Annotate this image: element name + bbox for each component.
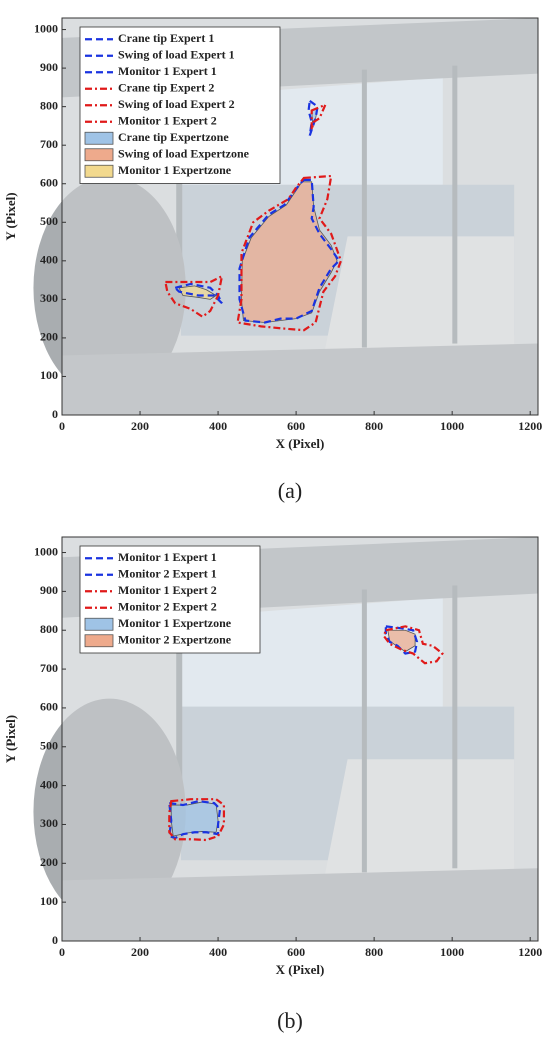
deck [323,236,515,356]
x-tick-label: 0 [59,419,65,433]
y-tick-label: 500 [40,739,58,753]
y-tick-label: 0 [52,933,58,947]
legend-label: Monitor 2 Expert 1 [118,567,217,581]
y-tick-label: 0 [52,407,58,421]
legend-label: Monitor 1 Expert 2 [118,114,217,128]
expert-outline [382,625,444,665]
x-axis-label: X (Pixel) [276,436,325,451]
y-tick-label: 700 [40,137,58,151]
x-tick-label: 1000 [440,945,464,959]
x-tick-label: 200 [131,945,149,959]
frame-post-right [452,585,458,869]
plot-frame [61,536,539,942]
x-tick-label: 0 [59,945,65,959]
y-axis-label: Y (Pixel) [3,192,18,240]
frame-post-left [176,597,183,840]
y-tick-label: 500 [40,214,58,228]
expert-outline [384,625,419,655]
legend-label: Monitor 1 Expertzone [118,163,232,177]
expert-zone [170,801,219,837]
y-tick-label: 600 [40,175,58,189]
y-tick-label: 100 [40,894,58,908]
legend-label: Monitor 2 Expert 2 [118,600,217,614]
x-tick-label: 1000 [440,419,464,433]
legend-label: Monitor 2 Expertzone [118,633,232,647]
operator [33,176,186,400]
x-tick-label: 1200 [518,945,542,959]
y-tick-label: 600 [40,700,58,714]
photo-background [33,537,538,941]
legend-label: Monitor 1 Expert 1 [118,64,217,78]
legend-swatch [84,148,114,162]
frame-post-right [452,65,458,344]
x-tick-label: 800 [365,419,383,433]
frame-post-mid [361,589,367,873]
y-tick-label: 300 [40,816,58,830]
legend-swatch [84,164,114,178]
caption: (b) [277,1008,303,1033]
console [62,343,538,415]
x-tick-label: 600 [287,945,305,959]
y-tick-label: 700 [40,661,58,675]
expert-outline [236,174,343,332]
legend-swatch [84,131,114,145]
plot-frame [61,17,539,416]
legend-label: Swing of load Expertzone [118,147,250,161]
legend: Monitor 1 Expert 1 Monitor 2 Expert 1 Moni… [79,545,261,654]
legend-label: Swing of load Expert 1 [118,48,235,62]
legend-swatch [84,634,114,648]
console [62,868,538,941]
expert-zone [241,181,338,323]
x-tick-label: 1200 [518,419,542,433]
y-tick-label: 100 [40,368,58,382]
legend-label: Crane tip Expertzone [118,130,229,144]
legend: Crane tip Expert 1 Swing of load Expert 1… [79,26,281,184]
expert-outline [172,282,223,305]
expert-outline [168,798,226,842]
x-tick-label: 400 [209,419,227,433]
legend-label: Swing of load Expert 2 [118,97,235,111]
y-tick-label: 1000 [34,21,58,35]
x-tick-label: 400 [209,945,227,959]
legend-label: Crane tip Expert 1 [118,31,214,45]
frame-post-mid [361,69,367,348]
y-tick-label: 900 [40,583,58,597]
expert-zone [178,285,217,300]
y-tick-label: 900 [40,60,58,74]
legend-label: Crane tip Expert 2 [118,81,214,95]
x-tick-label: 200 [131,419,149,433]
y-axis-label: Y (Pixel) [3,715,18,763]
y-tick-label: 800 [40,622,58,636]
caption: (a) [278,478,302,503]
y-tick-label: 200 [40,855,58,869]
y-tick-label: 1000 [34,544,58,558]
y-tick-label: 300 [40,291,58,305]
y-tick-label: 400 [40,253,58,267]
legend-label: Monitor 1 Expert 1 [118,550,217,564]
y-tick-label: 400 [40,777,58,791]
expert-outline [164,274,224,319]
y-tick-label: 800 [40,98,58,112]
y-tick-label: 200 [40,330,58,344]
legend-label: Monitor 1 Expertzone [118,616,232,630]
x-tick-label: 800 [365,945,383,959]
legend-swatch [84,617,114,631]
legend-label: Monitor 1 Expert 2 [118,583,217,597]
x-axis-label: X (Pixel) [276,962,325,977]
operator [33,698,186,925]
frame-post-left [176,77,183,316]
x-tick-label: 600 [287,419,305,433]
deck [323,759,515,881]
expert-outline [310,102,328,131]
